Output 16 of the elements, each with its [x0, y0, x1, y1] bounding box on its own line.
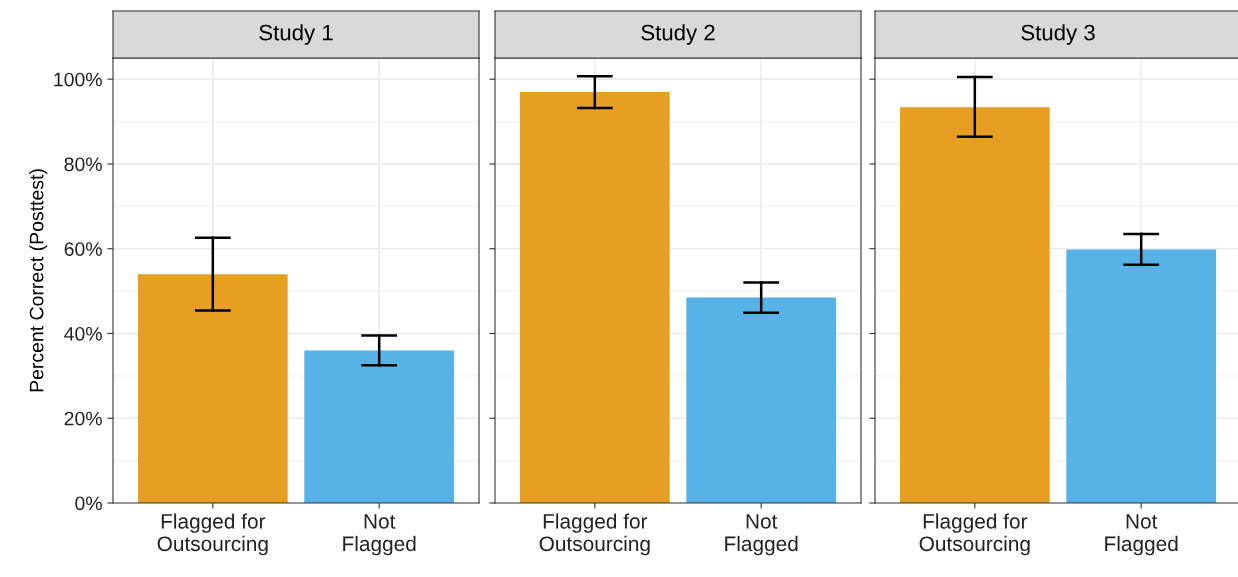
y-tick-label: 0%	[75, 496, 102, 511]
y-tick-label: 40%	[64, 326, 102, 341]
chart-title: Study 1	[259, 24, 333, 45]
x-tick-label: Not Flagged	[725, 514, 798, 556]
y-tick-label: 100%	[54, 72, 102, 87]
chart-title: Study 2	[641, 24, 715, 45]
y-axis-title: Percent Correct (Posttest)	[29, 169, 48, 392]
y-tick-label: 80%	[64, 157, 102, 172]
x-tick-label: Flagged for Outsourcing	[539, 513, 650, 556]
chart-title: Study 3	[1021, 24, 1095, 45]
y-tick-label: 60%	[64, 242, 102, 256]
x-tick-label: Flagged for Outsourcing	[157, 513, 268, 556]
x-tick-label: Not Flagged	[343, 514, 416, 556]
x-tick-label: Not Flagged	[1105, 514, 1178, 556]
y-tick-label: 20%	[64, 411, 102, 426]
x-tick-label: Flagged for Outsourcing	[919, 513, 1030, 556]
